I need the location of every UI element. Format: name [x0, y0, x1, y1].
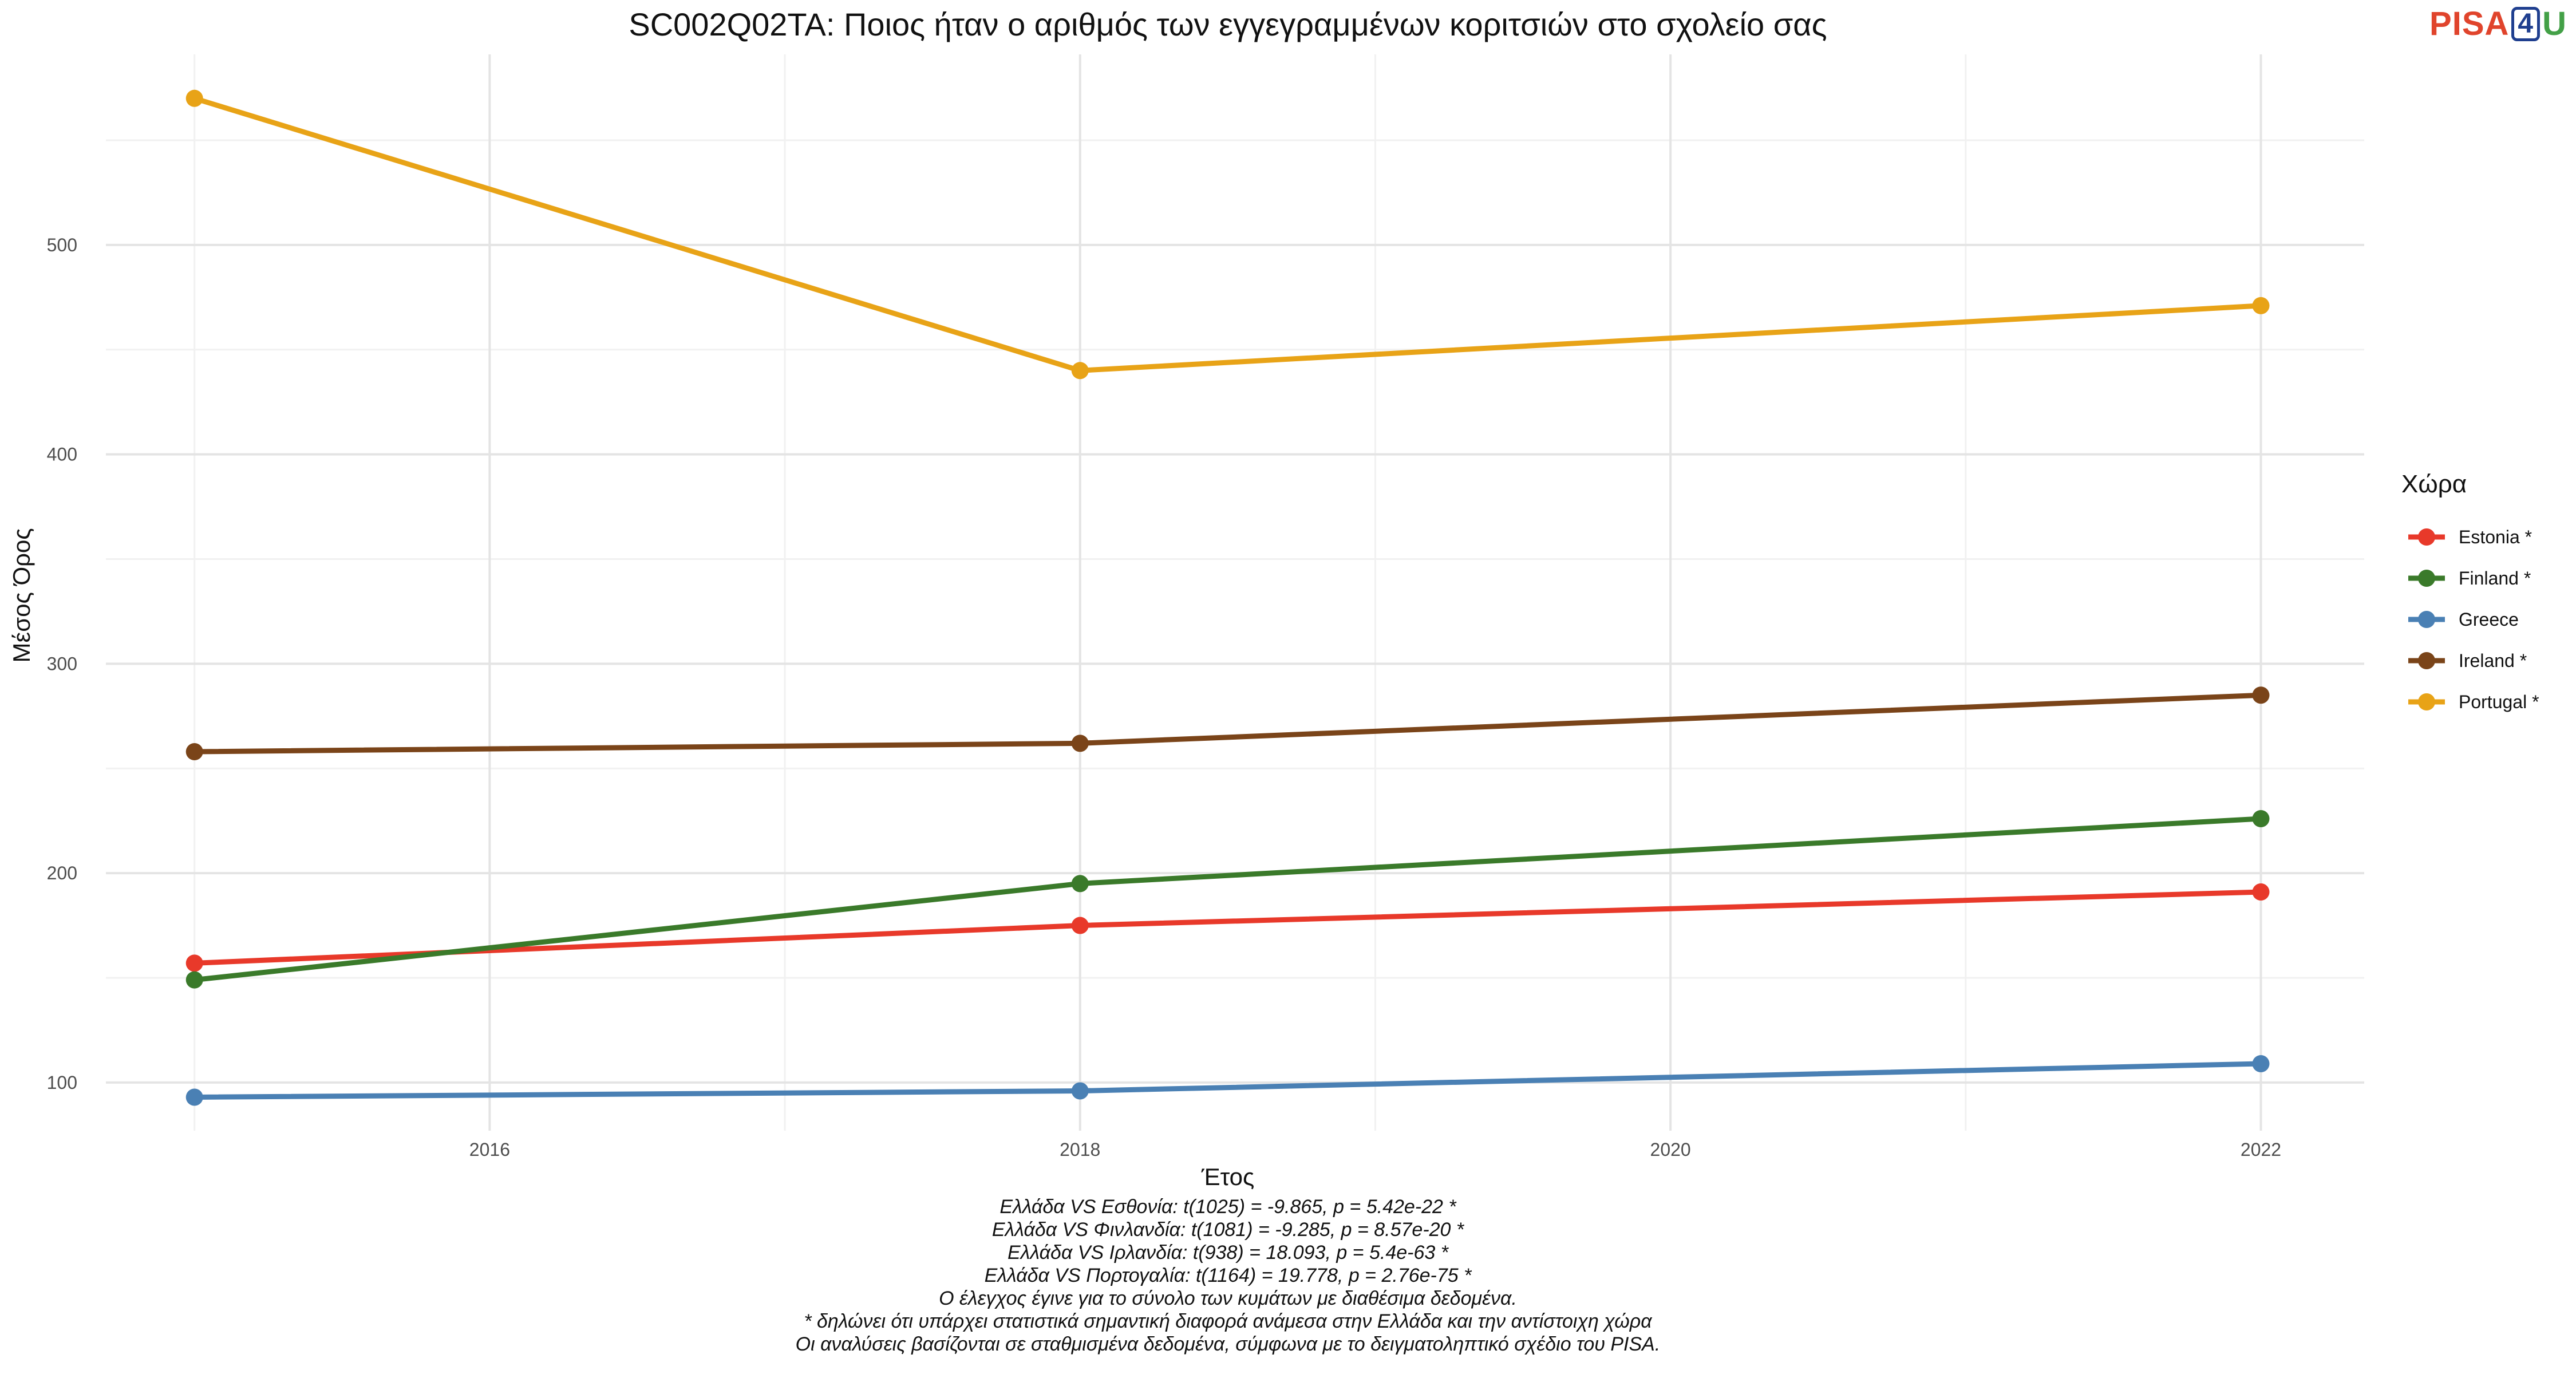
y-tick-label: 500 — [47, 235, 77, 255]
series-group — [185, 883, 2270, 972]
legend-item: Portugal * — [2408, 692, 2539, 712]
data-point — [1071, 362, 1089, 380]
legend-point-key — [2418, 528, 2435, 546]
series-line — [192, 692, 2264, 755]
data-point — [1071, 875, 1089, 893]
grid-lines — [106, 54, 2364, 1131]
caption-line: Ο έλεγχος έγινε για το σύνολο των κυμάτω… — [939, 1288, 1517, 1309]
data-point — [185, 1088, 203, 1106]
logo-four-box: 4 — [2511, 6, 2541, 41]
caption-line: Ελλάδα VS Εσθονία: t(1025) = -9.865, p =… — [999, 1196, 1456, 1218]
data-point — [1071, 1082, 1089, 1100]
caption-line: Ελλάδα VS Πορτογαλία: t(1164) = 19.778, … — [984, 1265, 1472, 1286]
data-point — [185, 743, 203, 760]
x-tick-label: 2018 — [1060, 1139, 1100, 1160]
series-line — [192, 1061, 2264, 1100]
legend-label: Portugal * — [2459, 692, 2539, 712]
data-point — [1071, 735, 1089, 752]
legend-title: Χώρα — [2401, 470, 2467, 498]
data-point — [2252, 297, 2270, 314]
legend-item: Greece — [2408, 609, 2519, 630]
x-tick-label: 2022 — [2241, 1139, 2281, 1160]
legend-point-key — [2418, 611, 2435, 628]
series-group — [185, 89, 2270, 380]
caption-line: Ελλάδα VS Φινλανδία: t(1081) = -9.285, p… — [991, 1219, 1464, 1241]
legend-label: Estonia * — [2459, 527, 2532, 547]
data-point — [1071, 917, 1089, 934]
y-tick-label: 200 — [47, 863, 77, 883]
series-group — [185, 810, 2270, 989]
y-tick-label: 400 — [47, 444, 77, 465]
legend-label: Finland * — [2459, 568, 2531, 589]
x-axis-title: Έτος — [1201, 1163, 1255, 1190]
x-tick-label: 2020 — [1650, 1139, 1691, 1160]
data-point — [185, 954, 203, 972]
legend-item: Estonia * — [2408, 527, 2532, 547]
caption-line: Ελλάδα VS Ιρλανδία: t(938) = 18.093, p =… — [1008, 1242, 1448, 1264]
series-line — [192, 96, 2264, 373]
legend-label: Ireland * — [2459, 650, 2527, 671]
legend-item: Finland * — [2408, 568, 2531, 589]
caption-line: Οι αναλύσεις βασίζονται σε σταθμισμένα δ… — [795, 1333, 1661, 1355]
logo-u-text: U — [2542, 5, 2567, 42]
statistical-caption: Ελλάδα VS Εσθονία: t(1025) = -9.865, p =… — [0, 1195, 2456, 1356]
y-tick-label: 100 — [47, 1072, 77, 1093]
y-tick-label: 300 — [47, 653, 77, 674]
legend-point-key — [2418, 652, 2435, 669]
logo-pisa-text: PISA — [2429, 5, 2510, 42]
pisa4u-logo: PISA 4 U — [2429, 5, 2567, 43]
data-point — [2252, 883, 2270, 901]
legend-label: Greece — [2459, 609, 2519, 630]
series-group — [185, 686, 2270, 760]
axes: 2016 2018 2020 2022 100 200 300 400 500 — [47, 235, 2281, 1160]
legend: Χώρα Estonia * Finland * Greece Ireland * Por… — [2401, 470, 2539, 712]
legend-point-key — [2418, 693, 2435, 710]
data-series — [185, 89, 2270, 1106]
chart-title: SC002Q02TA: Ποιος ήταν ο αριθμός των εγγ… — [629, 6, 1827, 42]
data-point — [2252, 1055, 2270, 1072]
series-group — [185, 1055, 2270, 1106]
series-line — [192, 889, 2264, 966]
data-point — [2252, 810, 2270, 828]
data-point — [185, 89, 203, 107]
data-point — [2252, 686, 2270, 704]
legend-point-key — [2418, 570, 2435, 587]
legend-item: Ireland * — [2408, 650, 2527, 671]
x-tick-label: 2016 — [469, 1139, 510, 1160]
data-point — [185, 971, 203, 989]
caption-line: * δηλώνει ότι υπάρχει στατιστικά σημαντι… — [804, 1310, 1652, 1332]
y-axis-title: Μέσος Όρος — [8, 528, 35, 663]
